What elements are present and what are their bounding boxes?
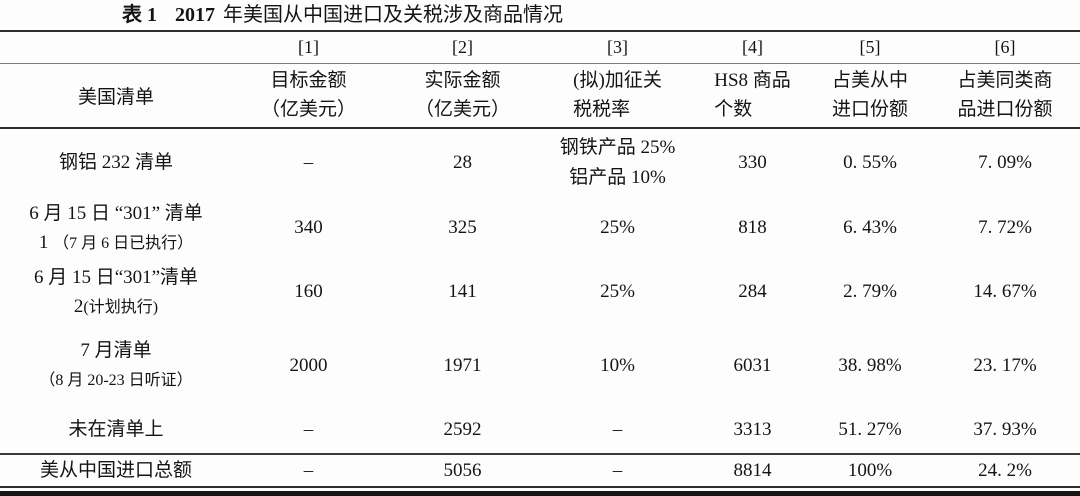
cell-list-name: 7 月清单 （8 月 20-23 日听证） bbox=[0, 324, 232, 407]
header-actual-amount-text: 实际金额 （亿美元） bbox=[414, 69, 510, 120]
cell-share-similar: 37. 93% bbox=[930, 407, 1080, 455]
cell-hs8: 3313 bbox=[695, 407, 810, 455]
cell-share-china: 38. 98% bbox=[838, 354, 902, 376]
cell-tariff: 25% bbox=[600, 217, 635, 238]
table-row: 未在清单上 – 2592 – 3313 51. 27% 37. 93% bbox=[0, 407, 1080, 455]
cell-share-similar: 7. 09% bbox=[978, 151, 1032, 173]
cell-tariff: 25% bbox=[600, 281, 635, 302]
cell-share-china: 100% bbox=[847, 459, 893, 481]
cell-actual: 1971 bbox=[443, 354, 482, 376]
cell-hs8: 6031 bbox=[733, 354, 772, 376]
cell-share-similar: 7. 72% bbox=[978, 217, 1032, 238]
bracket-cell-4: [4] bbox=[695, 31, 810, 64]
bracket-cell-empty bbox=[0, 31, 232, 64]
list-name: 6 月 15 日 “301” 清单 bbox=[29, 202, 203, 224]
cell-share-similar: 23. 17% bbox=[973, 354, 1037, 376]
cell-list-name: 6 月 15 日“301”清单 2(计划执行) bbox=[0, 260, 232, 324]
cell-target: – bbox=[303, 151, 314, 173]
header-share-similar-imports-text: 占美同类商 品进口份额 bbox=[957, 69, 1053, 120]
table-row: 7 月清单 （8 月 20-23 日听证） 2000 1971 10% 6031… bbox=[0, 324, 1080, 407]
table-number: 表 1 bbox=[122, 4, 157, 26]
cell-list-name: 未在清单上 bbox=[0, 407, 232, 455]
table-title-text: 年美国从中国进口及关税涉及商品情况 bbox=[223, 4, 563, 26]
cell-hs8: 284 bbox=[738, 281, 767, 302]
cell-target: 340 bbox=[294, 217, 323, 238]
list-name-note: 1 （7 月 6 日已执行） bbox=[38, 231, 194, 253]
cell-hs8: 818 bbox=[738, 217, 767, 238]
bracket-cell-3: [3] bbox=[540, 31, 695, 64]
list-name-note: 2(计划执行) bbox=[73, 295, 159, 317]
cell-actual: 5056 bbox=[443, 459, 482, 481]
header-us-list: 美国清单 bbox=[0, 63, 232, 129]
cell-actual: 2592 bbox=[385, 407, 540, 455]
bracket-cell-6: [6] bbox=[930, 31, 1080, 64]
table-row-total: 美从中国进口总额 – 5056 – 8814 100% 24. 2% bbox=[0, 454, 1080, 487]
header-hs8-count-text: HS8 商品 个数 bbox=[714, 69, 791, 120]
bottom-rule bbox=[0, 491, 1080, 496]
bracket-cell-2: [2] bbox=[385, 31, 540, 64]
table-row: 6 月 15 日“301”清单 2(计划执行) 160 141 25% 284 … bbox=[0, 260, 1080, 324]
cell-share-china: 2. 79% bbox=[843, 281, 897, 302]
cell-hs8: 8814 bbox=[733, 459, 772, 481]
cell-target: 160 bbox=[294, 281, 323, 302]
list-name: 未在清单上 bbox=[68, 419, 164, 440]
header-actual-amount: 实际金额 （亿美元） bbox=[385, 63, 540, 129]
header-target-amount: 目标金额 （亿美元） bbox=[232, 63, 385, 129]
table-row: 钢铝 232 清单 – 28 钢铁产品 25% 铝产品 10% 330 0. 5… bbox=[0, 128, 1080, 196]
cell-actual: 141 bbox=[448, 281, 477, 302]
header-tariff-rate-text: (拟)加征关 税税率 bbox=[573, 69, 662, 120]
cell-share-china: 51. 27% bbox=[810, 407, 930, 455]
table-title: 表 1 2017 年美国从中国进口及关税涉及商品情况 bbox=[0, 2, 1080, 30]
header-share-china-imports-text: 占美从中 进口份额 bbox=[831, 69, 908, 120]
cell-share-china: 0. 55% bbox=[843, 151, 897, 173]
bracket-cell-1: [1] bbox=[232, 31, 385, 64]
tariff-table: [1] [2] [3] [4] [5] [6] 美国清单 目标金额 （亿美元） … bbox=[0, 30, 1080, 488]
cell-list-name: 6 月 15 日 “301” 清单 1 （7 月 6 日已执行） bbox=[0, 196, 232, 260]
header-share-similar-imports: 占美同类商 品进口份额 bbox=[930, 63, 1080, 129]
bracket-cell-5: [5] bbox=[810, 31, 930, 64]
header-hs8-count: HS8 商品 个数 bbox=[695, 63, 810, 129]
cell-target: – bbox=[232, 407, 385, 455]
cell-share-china: 6. 43% bbox=[843, 217, 897, 238]
list-name-note: （8 月 20-23 日听证） bbox=[39, 372, 193, 389]
column-index-row: [1] [2] [3] [4] [5] [6] bbox=[0, 31, 1080, 64]
cell-actual: 28 bbox=[453, 151, 472, 173]
list-name: 6 月 15 日“301”清单 bbox=[33, 266, 199, 288]
list-name: 美从中国进口总额 bbox=[39, 459, 192, 481]
cell-tariff: 10% bbox=[600, 354, 635, 376]
header-row: 美国清单 目标金额 （亿美元） 实际金额 （亿美元） (拟)加征关 税税率 HS… bbox=[0, 63, 1080, 129]
header-share-china-imports: 占美从中 进口份额 bbox=[810, 63, 930, 129]
list-name: 7 月清单 bbox=[80, 340, 152, 361]
header-tariff-rate: (拟)加征关 税税率 bbox=[540, 63, 695, 129]
cell-tariff: – bbox=[540, 407, 695, 455]
cell-actual: 325 bbox=[448, 217, 477, 238]
cell-tariff: – bbox=[612, 459, 623, 481]
cell-share-similar: 14. 67% bbox=[973, 281, 1037, 302]
cell-share-similar: 24. 2% bbox=[978, 459, 1032, 481]
table-year: 2017 bbox=[175, 4, 215, 26]
cell-list-name: 钢铝 232 清单 bbox=[0, 128, 232, 196]
cell-hs8: 330 bbox=[738, 151, 767, 173]
header-target-amount-text: 目标金额 （亿美元） bbox=[260, 69, 356, 120]
cell-list-name: 美从中国进口总额 bbox=[0, 454, 232, 487]
table-row: 6 月 15 日 “301” 清单 1 （7 月 6 日已执行） 340 325… bbox=[0, 196, 1080, 260]
cell-target: 2000 bbox=[289, 354, 328, 376]
cell-tariff: 钢铁产品 25% 铝产品 10% bbox=[559, 137, 676, 188]
cell-target: – bbox=[303, 459, 314, 481]
list-name: 钢铝 232 清单 bbox=[58, 151, 173, 173]
